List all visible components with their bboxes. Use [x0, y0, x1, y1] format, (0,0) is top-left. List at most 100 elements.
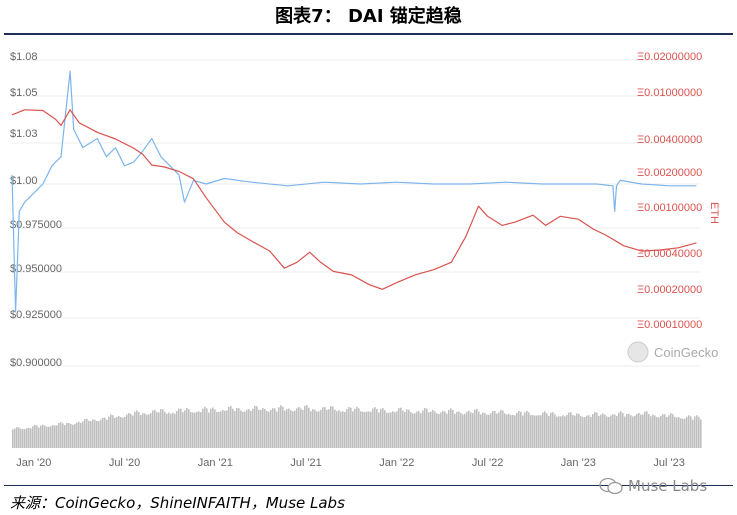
- volume-bar: [438, 413, 440, 448]
- volume-bar: [502, 410, 504, 448]
- volume-bar: [246, 409, 248, 448]
- volume-bar: [284, 410, 286, 448]
- volume-bar: [168, 412, 170, 448]
- gecko-icon: [627, 341, 649, 363]
- eth-axis-label: ETH: [708, 202, 720, 224]
- volume-bar: [368, 411, 370, 448]
- volume-bars: [12, 405, 702, 448]
- volume-bar: [268, 411, 270, 448]
- volume-bar: [346, 409, 348, 448]
- volume-bar: [16, 427, 18, 448]
- volume-bar: [64, 425, 66, 448]
- volume-bar: [170, 413, 172, 448]
- volume-bar: [448, 409, 450, 448]
- volume-bar: [274, 408, 276, 448]
- volume-bar: [206, 408, 208, 448]
- volume-bar: [556, 416, 558, 448]
- volume-bar: [542, 412, 544, 448]
- volume-bar: [330, 406, 332, 448]
- volume-bar: [404, 412, 406, 448]
- volume-bar: [622, 412, 624, 448]
- volume-bar: [466, 411, 468, 448]
- volume-bar: [140, 415, 142, 448]
- volume-bar: [626, 414, 628, 448]
- volume-bar: [490, 413, 492, 448]
- volume-bar: [616, 416, 618, 448]
- volume-bar: [690, 416, 692, 448]
- x-tick: Jan '20: [16, 457, 51, 469]
- volume-bar: [236, 408, 238, 448]
- volume-bar: [34, 424, 36, 448]
- x-axis: Jan '20 Jul '20 Jan '21 Jul '21 Jan '22 Jul '…: [16, 457, 685, 469]
- volume-bar: [138, 412, 140, 448]
- volume-bar: [310, 411, 312, 448]
- series-line-eth: [11, 109, 697, 290]
- volume-bar: [440, 412, 442, 448]
- volume-bar: [182, 412, 184, 448]
- volume-bar: [536, 415, 538, 448]
- volume-bar: [594, 411, 596, 448]
- volume-bar: [30, 428, 32, 448]
- volume-bar: [400, 407, 402, 448]
- volume-bar: [696, 415, 698, 448]
- volume-bar: [128, 412, 130, 448]
- volume-bar: [286, 409, 288, 448]
- volume-bar: [72, 424, 74, 448]
- y-right-tick: Ξ0.02000000: [637, 51, 702, 63]
- volume-bar: [250, 411, 252, 448]
- volume-bar: [580, 416, 582, 448]
- volume-bar: [462, 414, 464, 448]
- volume-bar: [192, 412, 194, 448]
- volume-bar: [506, 414, 508, 448]
- x-tick: Jul '20: [109, 457, 140, 469]
- volume-bar: [460, 413, 462, 448]
- volume-bar: [32, 426, 34, 448]
- volume-bar: [208, 412, 210, 448]
- volume-bar: [178, 408, 180, 448]
- volume-bar: [20, 428, 22, 448]
- volume-bar: [548, 415, 550, 448]
- volume-bar: [434, 411, 436, 448]
- volume-bar: [120, 417, 122, 448]
- volume-bar: [686, 416, 688, 448]
- volume-bar: [598, 415, 600, 448]
- y-left-tick: $1.00: [10, 175, 38, 187]
- volume-bar: [306, 405, 308, 448]
- volume-bar: [534, 415, 536, 448]
- volume-bar: [290, 410, 292, 448]
- volume-bar: [172, 412, 174, 448]
- volume-bar: [144, 413, 146, 448]
- volume-bar: [364, 412, 366, 448]
- gridlines: [12, 59, 700, 367]
- volume-bar: [188, 409, 190, 448]
- volume-bar: [86, 418, 88, 448]
- volume-bar: [122, 417, 124, 448]
- volume-bar: [288, 408, 290, 448]
- volume-bar: [494, 410, 496, 448]
- volume-bar: [222, 409, 224, 448]
- volume-bar: [480, 414, 482, 448]
- volume-bar: [410, 411, 412, 448]
- volume-bar: [660, 416, 662, 448]
- volume-bar: [668, 415, 670, 448]
- y-left-tick: $1.08: [10, 51, 38, 63]
- volume-bar: [70, 423, 72, 448]
- volume-bar: [24, 428, 26, 448]
- volume-bar: [334, 409, 336, 448]
- volume-bar: [628, 413, 630, 448]
- y-left-tick: $0.925000: [10, 309, 62, 321]
- x-tick: Jul '21: [290, 457, 321, 469]
- volume-bar: [572, 415, 574, 448]
- volume-bar: [112, 415, 114, 448]
- volume-bar: [390, 412, 392, 448]
- volume-bar: [324, 406, 326, 448]
- volume-bar: [500, 409, 502, 448]
- y-right-tick: Ξ0.00200000: [637, 167, 702, 179]
- dai-price-chart: $1.08 $1.05 $1.03 $1.00 $0.975000 $0.950000 $0…: [10, 51, 720, 469]
- volume-bar: [204, 406, 206, 448]
- volume-bar: [504, 413, 506, 448]
- volume-bar: [22, 428, 24, 448]
- volume-bar: [662, 414, 664, 448]
- volume-bar: [194, 412, 196, 448]
- volume-bar: [48, 426, 50, 448]
